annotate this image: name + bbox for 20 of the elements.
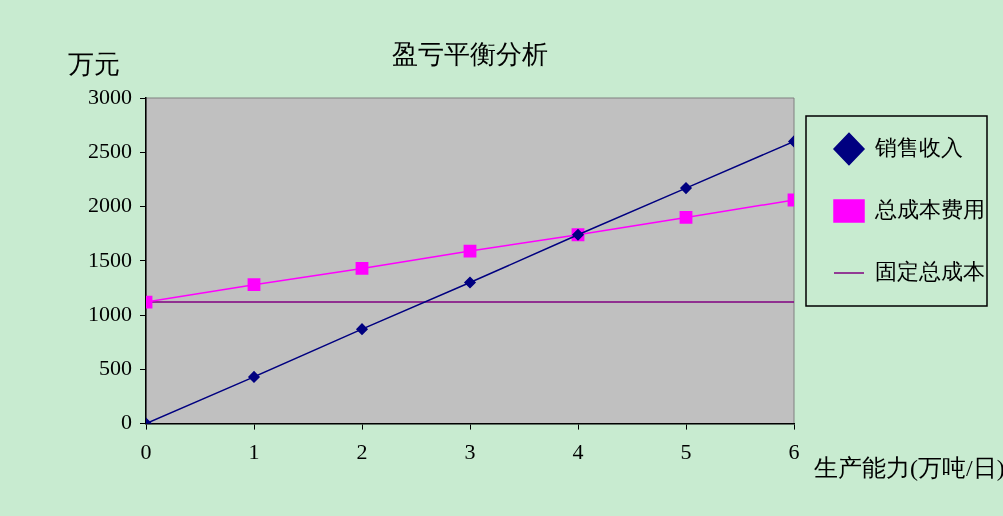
y-tick-label: 2000 [88, 192, 132, 218]
x-tick-label: 4 [572, 438, 584, 464]
x-axis-title: 生产能力(万吨/日) [814, 454, 1003, 481]
legend-label: 销售收入 [874, 134, 963, 160]
y-tick-label: 500 [99, 355, 132, 381]
y-tick-label: 0 [121, 409, 132, 435]
x-tick-label: 3 [464, 438, 476, 464]
x-tick-label: 6 [788, 438, 800, 464]
y-tick-label: 1000 [88, 300, 132, 326]
y-axis-title: 万元 [68, 50, 120, 79]
x-tick-label: 1 [248, 438, 260, 464]
y-tick-label: 2500 [88, 138, 132, 164]
y-tick-label: 3000 [88, 83, 132, 109]
x-tick-label: 0 [140, 438, 152, 464]
x-tick-label: 2 [356, 438, 368, 464]
y-tick-label: 1500 [88, 246, 132, 272]
legend-label: 固定总成本 [875, 258, 985, 284]
chart-title: 盈亏平衡分析 [392, 40, 548, 69]
legend-label: 总成本费用 [874, 196, 985, 222]
x-tick-label: 5 [680, 438, 692, 464]
